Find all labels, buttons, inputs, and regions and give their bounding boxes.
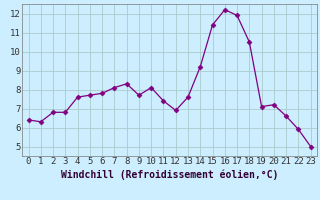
X-axis label: Windchill (Refroidissement éolien,°C): Windchill (Refroidissement éolien,°C) xyxy=(61,169,278,180)
